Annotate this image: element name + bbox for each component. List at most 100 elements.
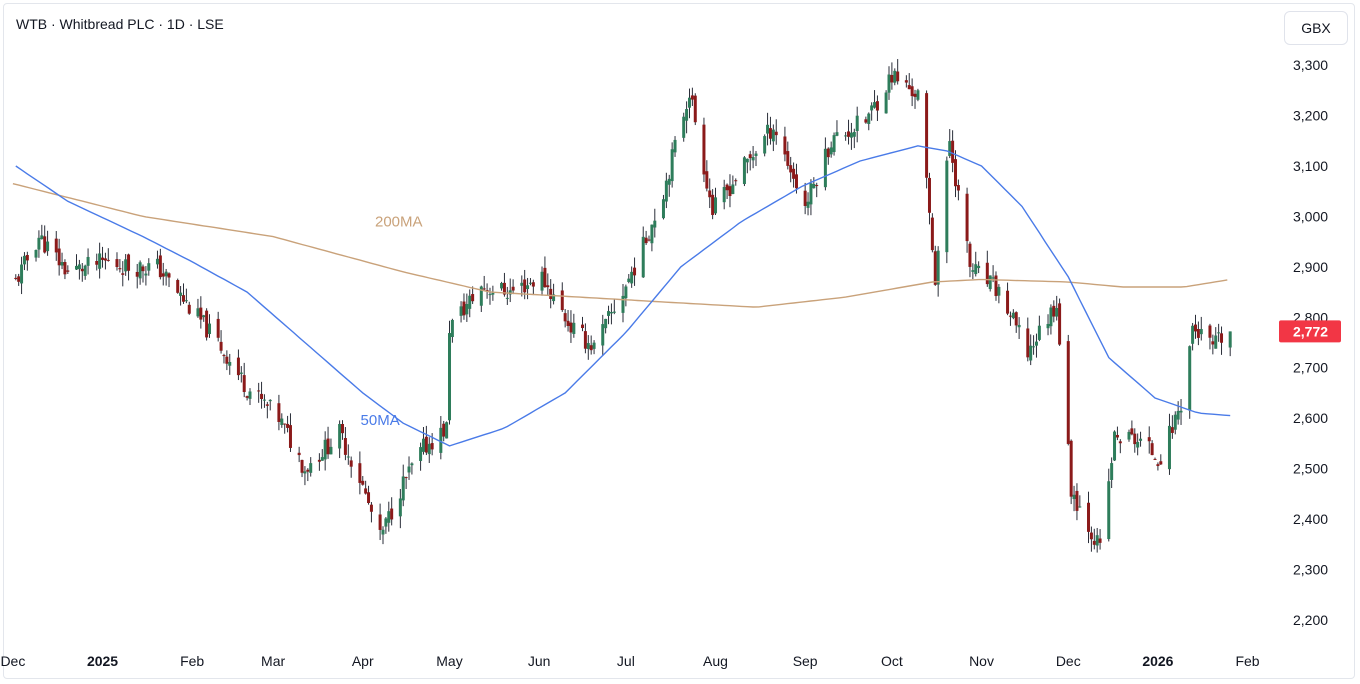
candle xyxy=(1037,315,1041,342)
candle xyxy=(1017,317,1021,340)
candle-body xyxy=(1110,463,1114,480)
candle xyxy=(387,501,391,532)
y-tick-label: 3,000 xyxy=(1293,208,1328,224)
candle xyxy=(543,256,547,288)
candle xyxy=(124,254,128,276)
candle xyxy=(693,93,697,126)
candle xyxy=(690,87,694,106)
candle-body xyxy=(317,459,321,462)
candle xyxy=(407,456,411,480)
x-tick-label: Nov xyxy=(969,653,994,669)
candle-body xyxy=(844,135,848,137)
candle-body xyxy=(1139,438,1143,441)
candle xyxy=(482,275,486,291)
candle xyxy=(179,286,183,306)
candle xyxy=(954,150,958,198)
candle-body xyxy=(540,271,544,291)
candle xyxy=(1159,454,1163,465)
candle-body xyxy=(228,361,232,366)
candle-body xyxy=(83,265,87,276)
candle-body xyxy=(705,171,709,189)
candle-body xyxy=(647,239,651,241)
candle xyxy=(708,178,712,209)
candle-body xyxy=(1049,307,1053,327)
candle-body xyxy=(225,356,229,364)
candle xyxy=(1026,317,1030,362)
candle-body xyxy=(1228,331,1232,348)
candle-body xyxy=(826,148,830,158)
candle-body xyxy=(280,418,284,425)
candle-body xyxy=(1211,341,1215,345)
price-axis[interactable]: 2,2002,3002,4002,5002,6002,7002,8002,900… xyxy=(1293,57,1328,628)
candle-body xyxy=(806,201,810,208)
candle-body xyxy=(977,265,981,269)
candle xyxy=(771,124,775,152)
candle xyxy=(127,253,131,281)
candle-body xyxy=(1193,324,1197,332)
time-axis[interactable]: Dec 2025 Feb Mar Apr May Jun Jul Aug Sep Oct Nov Dec… xyxy=(0,653,1259,669)
candle xyxy=(612,299,616,315)
candle xyxy=(682,112,686,142)
candle-body xyxy=(320,457,324,461)
candle xyxy=(155,250,159,269)
candle-body xyxy=(468,295,472,309)
candle xyxy=(763,134,767,157)
chart-title: WTB · Whitbread PLC · 1D · LSE xyxy=(16,16,224,32)
candle xyxy=(1014,311,1018,333)
candle-body xyxy=(653,220,657,228)
candle xyxy=(829,141,833,158)
candle-body xyxy=(80,268,84,272)
candle xyxy=(25,251,29,271)
candle-body xyxy=(948,141,952,156)
candle xyxy=(768,116,772,145)
candle xyxy=(202,314,206,322)
candle xyxy=(867,112,871,131)
candle-body xyxy=(184,300,188,302)
candle-body xyxy=(1176,410,1180,420)
candle-body xyxy=(445,422,449,439)
candle-body xyxy=(583,331,587,349)
candle-body xyxy=(155,258,159,265)
candle-body xyxy=(685,109,689,121)
x-tick-label: Dec xyxy=(0,653,25,669)
candle xyxy=(933,245,937,286)
candle-body xyxy=(77,264,81,270)
candle xyxy=(187,301,191,315)
candle-body xyxy=(63,262,67,275)
candle xyxy=(1179,399,1183,425)
candle xyxy=(870,102,874,121)
candle-body xyxy=(502,282,506,295)
candle-body xyxy=(815,185,819,187)
candle xyxy=(1211,334,1215,355)
candle-body xyxy=(910,86,914,97)
candle-body xyxy=(196,308,200,317)
currency-button[interactable]: GBX xyxy=(1284,11,1348,45)
candle-body xyxy=(277,403,281,422)
candle-body xyxy=(751,157,755,161)
candle xyxy=(147,258,151,276)
candle-body xyxy=(728,186,732,197)
candle xyxy=(624,284,628,307)
candle xyxy=(181,283,185,304)
candle xyxy=(465,293,469,322)
candle-body xyxy=(236,357,240,376)
candle xyxy=(199,296,203,329)
candle xyxy=(728,174,732,208)
candle-body xyxy=(572,322,576,334)
candle xyxy=(1173,411,1177,435)
candle xyxy=(260,381,264,409)
chart-frame xyxy=(3,3,1355,679)
candle-body xyxy=(771,129,775,142)
candle-body xyxy=(884,92,888,114)
candle-body xyxy=(1170,427,1174,433)
candle-body xyxy=(731,184,735,195)
candle-body xyxy=(309,463,313,473)
candle-body xyxy=(1136,441,1140,448)
candle-body xyxy=(459,306,463,316)
candle xyxy=(384,517,388,534)
candle-body xyxy=(687,97,691,108)
candle-body xyxy=(1191,325,1195,344)
candle-body xyxy=(1220,333,1224,343)
candle xyxy=(364,480,368,495)
